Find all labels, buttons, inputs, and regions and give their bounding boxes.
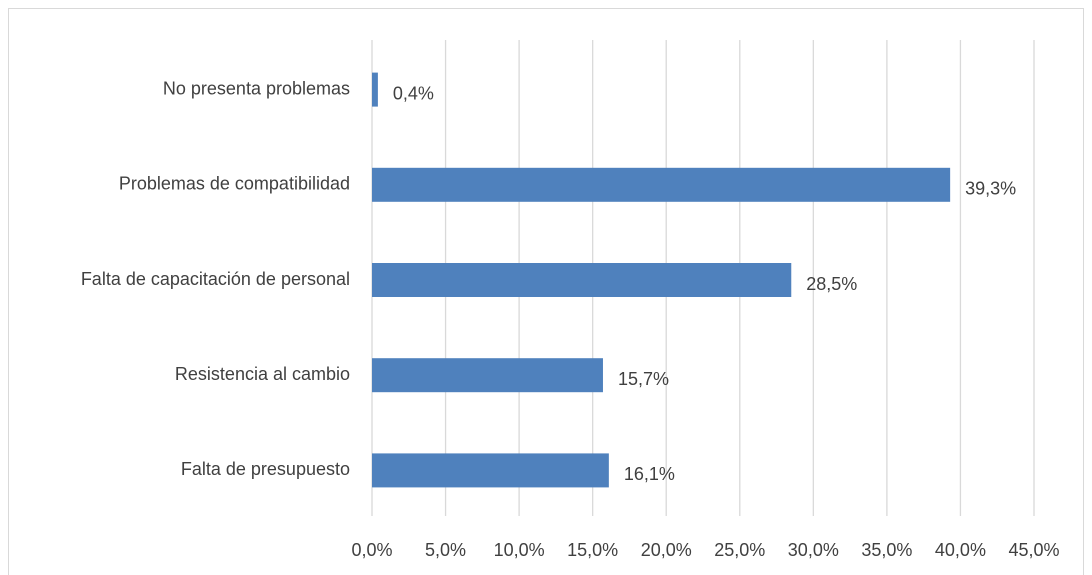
bar (372, 263, 792, 297)
bar (372, 167, 951, 202)
x-tick-label: 20,0% (641, 540, 692, 560)
y-tick-label: Problemas de compatibilidad (119, 174, 350, 194)
bar (372, 72, 378, 107)
bar (372, 358, 603, 393)
y-tick-label: Falta de presupuesto (181, 459, 350, 479)
x-tick-label: 30,0% (788, 540, 839, 560)
x-tick-label: 0,0% (351, 540, 392, 560)
data-label: 39,3% (965, 179, 1016, 199)
x-tick-label: 40,0% (935, 540, 986, 560)
x-tick-label: 25,0% (714, 540, 765, 560)
y-tick-label: Falta de capacitación de personal (81, 269, 350, 289)
y-tick-label: Resistencia al cambio (175, 364, 350, 384)
data-label: 28,5% (806, 274, 857, 294)
data-label: 15,7% (618, 369, 669, 389)
data-label: 16,1% (624, 464, 675, 484)
data-label: 0,4% (393, 83, 434, 103)
x-tick-label: 35,0% (861, 540, 912, 560)
x-tick-label: 10,0% (494, 540, 545, 560)
x-tick-label: 15,0% (567, 540, 618, 560)
y-tick-label: No presenta problemas (163, 78, 350, 98)
x-tick-label: 45,0% (1008, 540, 1059, 560)
x-tick-label: 5,0% (425, 540, 466, 560)
bar (372, 453, 609, 488)
